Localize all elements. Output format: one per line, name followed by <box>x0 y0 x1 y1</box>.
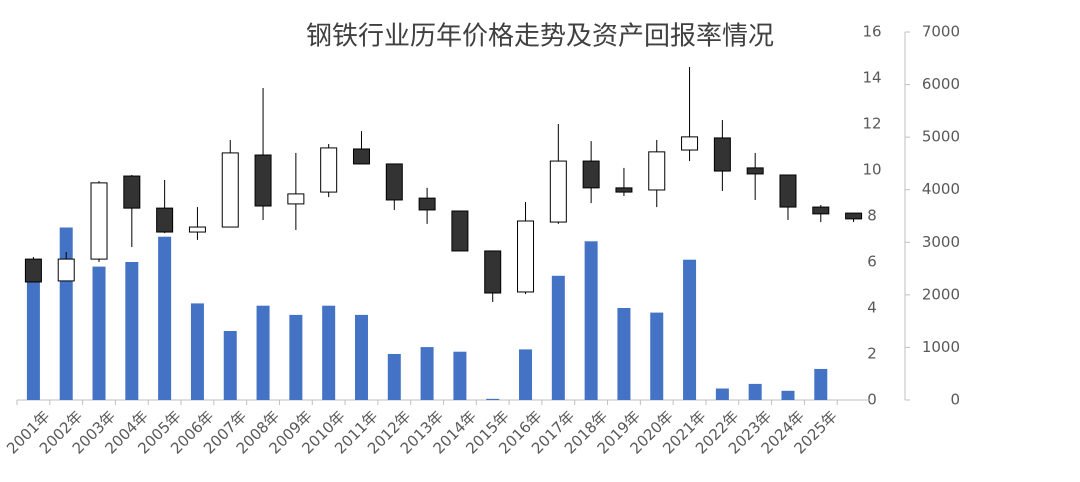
bar <box>519 349 533 400</box>
candle-body <box>385 163 403 201</box>
bar <box>781 390 795 400</box>
candle-body <box>713 137 731 172</box>
y-tick-label: 0 <box>867 391 877 409</box>
bar <box>617 308 631 400</box>
bar <box>814 368 828 400</box>
candle-body <box>123 175 141 209</box>
candle-body <box>254 154 272 207</box>
bar <box>190 303 204 400</box>
y2-tick-label: 0 <box>950 391 960 409</box>
bar <box>683 259 697 400</box>
candle-body <box>812 206 830 215</box>
bar <box>256 305 270 400</box>
candle-body <box>320 147 338 193</box>
y-tick-label: 4 <box>867 299 877 317</box>
bar <box>92 266 106 400</box>
candle-body <box>57 258 75 282</box>
bar <box>322 305 336 400</box>
candle-body <box>221 152 239 228</box>
y2-tick-label: 4000 <box>922 180 960 198</box>
y2-tick-label: 7000 <box>922 23 960 41</box>
y-tick-label: 14 <box>862 69 881 87</box>
bar <box>420 347 434 400</box>
y-tick-label: 16 <box>862 23 881 41</box>
candle-body <box>287 193 305 205</box>
candle-body <box>156 207 174 233</box>
chart-title: 钢铁行业历年价格走势及资产回报率情况 <box>306 22 774 52</box>
y-tick-label: 12 <box>862 115 881 133</box>
bar <box>26 280 40 400</box>
y2-tick-label: 1000 <box>922 338 960 356</box>
bar <box>584 241 598 400</box>
y-tick-label: 6 <box>867 253 877 271</box>
bar <box>289 314 303 400</box>
bar <box>551 275 565 400</box>
y2-tick-label: 6000 <box>922 75 960 93</box>
bar <box>715 388 729 400</box>
candle-body <box>549 160 567 223</box>
bar <box>125 262 139 400</box>
bar <box>354 314 368 400</box>
bar <box>748 383 762 400</box>
bar <box>453 351 467 400</box>
candle-body <box>451 210 469 252</box>
candle-body <box>352 148 370 165</box>
candle-body <box>484 250 502 294</box>
candle-body <box>582 160 600 189</box>
candle-body <box>779 174 797 208</box>
bar <box>158 236 172 400</box>
candle-body <box>24 258 42 283</box>
y-tick-label: 2 <box>867 345 877 363</box>
y-tick-label: 8 <box>867 207 877 225</box>
y-tick-label: 10 <box>862 161 881 179</box>
y2-tick-label: 2000 <box>922 285 960 303</box>
candle-body <box>418 197 436 211</box>
bar <box>486 398 500 400</box>
candle-body <box>648 151 666 191</box>
bar <box>387 354 401 400</box>
candle-body <box>681 136 699 151</box>
bar <box>650 312 664 400</box>
y2-tick-label: 5000 <box>922 128 960 146</box>
candle-body <box>615 187 633 193</box>
candle-body <box>188 226 206 233</box>
bar <box>223 331 237 400</box>
y2-tick-label: 3000 <box>922 233 960 251</box>
candle-body <box>746 167 764 175</box>
candle-body <box>517 220 535 293</box>
candle-body <box>90 182 108 260</box>
candle-body <box>845 212 863 220</box>
